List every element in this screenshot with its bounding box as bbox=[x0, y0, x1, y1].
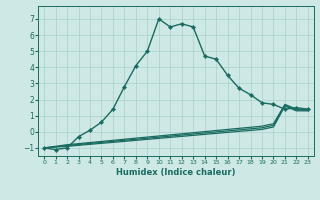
X-axis label: Humidex (Indice chaleur): Humidex (Indice chaleur) bbox=[116, 168, 236, 177]
